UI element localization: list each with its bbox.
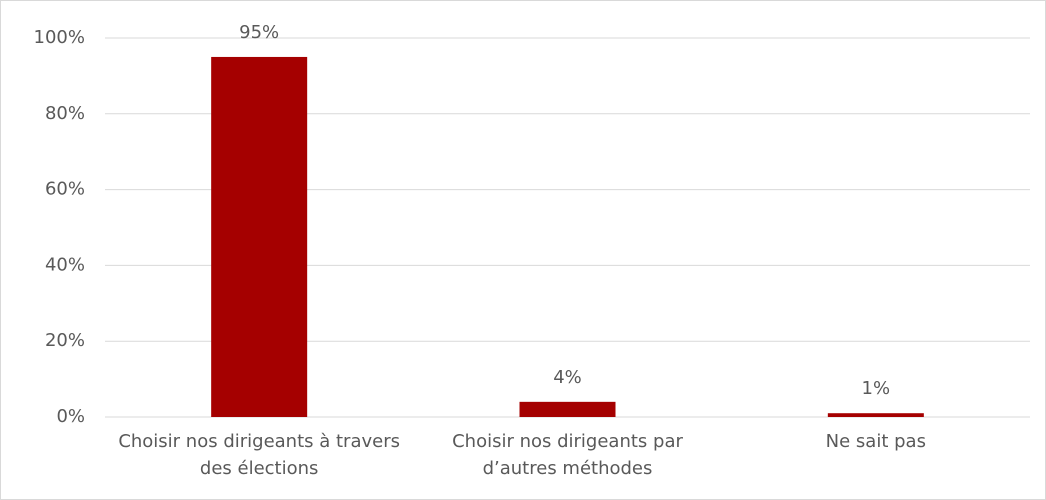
y-tick-label: 20% xyxy=(45,330,85,351)
y-tick-label: 60% xyxy=(45,179,85,200)
y-tick-label: 0% xyxy=(56,406,85,427)
data-label: 4% xyxy=(553,367,582,388)
data-label: 95% xyxy=(239,22,279,43)
data-label: 1% xyxy=(862,378,891,399)
x-tick-label: Ne sait pas xyxy=(825,431,926,452)
bar xyxy=(211,56,308,417)
x-tick-label: Choisir nos dirigeants par d’autres méth… xyxy=(452,431,683,479)
x-tick-label: Choisir nos dirigeants à travers des éle… xyxy=(118,431,400,479)
y-tick-label: 100% xyxy=(34,27,85,48)
bar xyxy=(519,401,616,417)
y-tick-label: 40% xyxy=(45,254,85,275)
y-tick-label: 80% xyxy=(45,103,85,124)
bar xyxy=(827,413,924,417)
